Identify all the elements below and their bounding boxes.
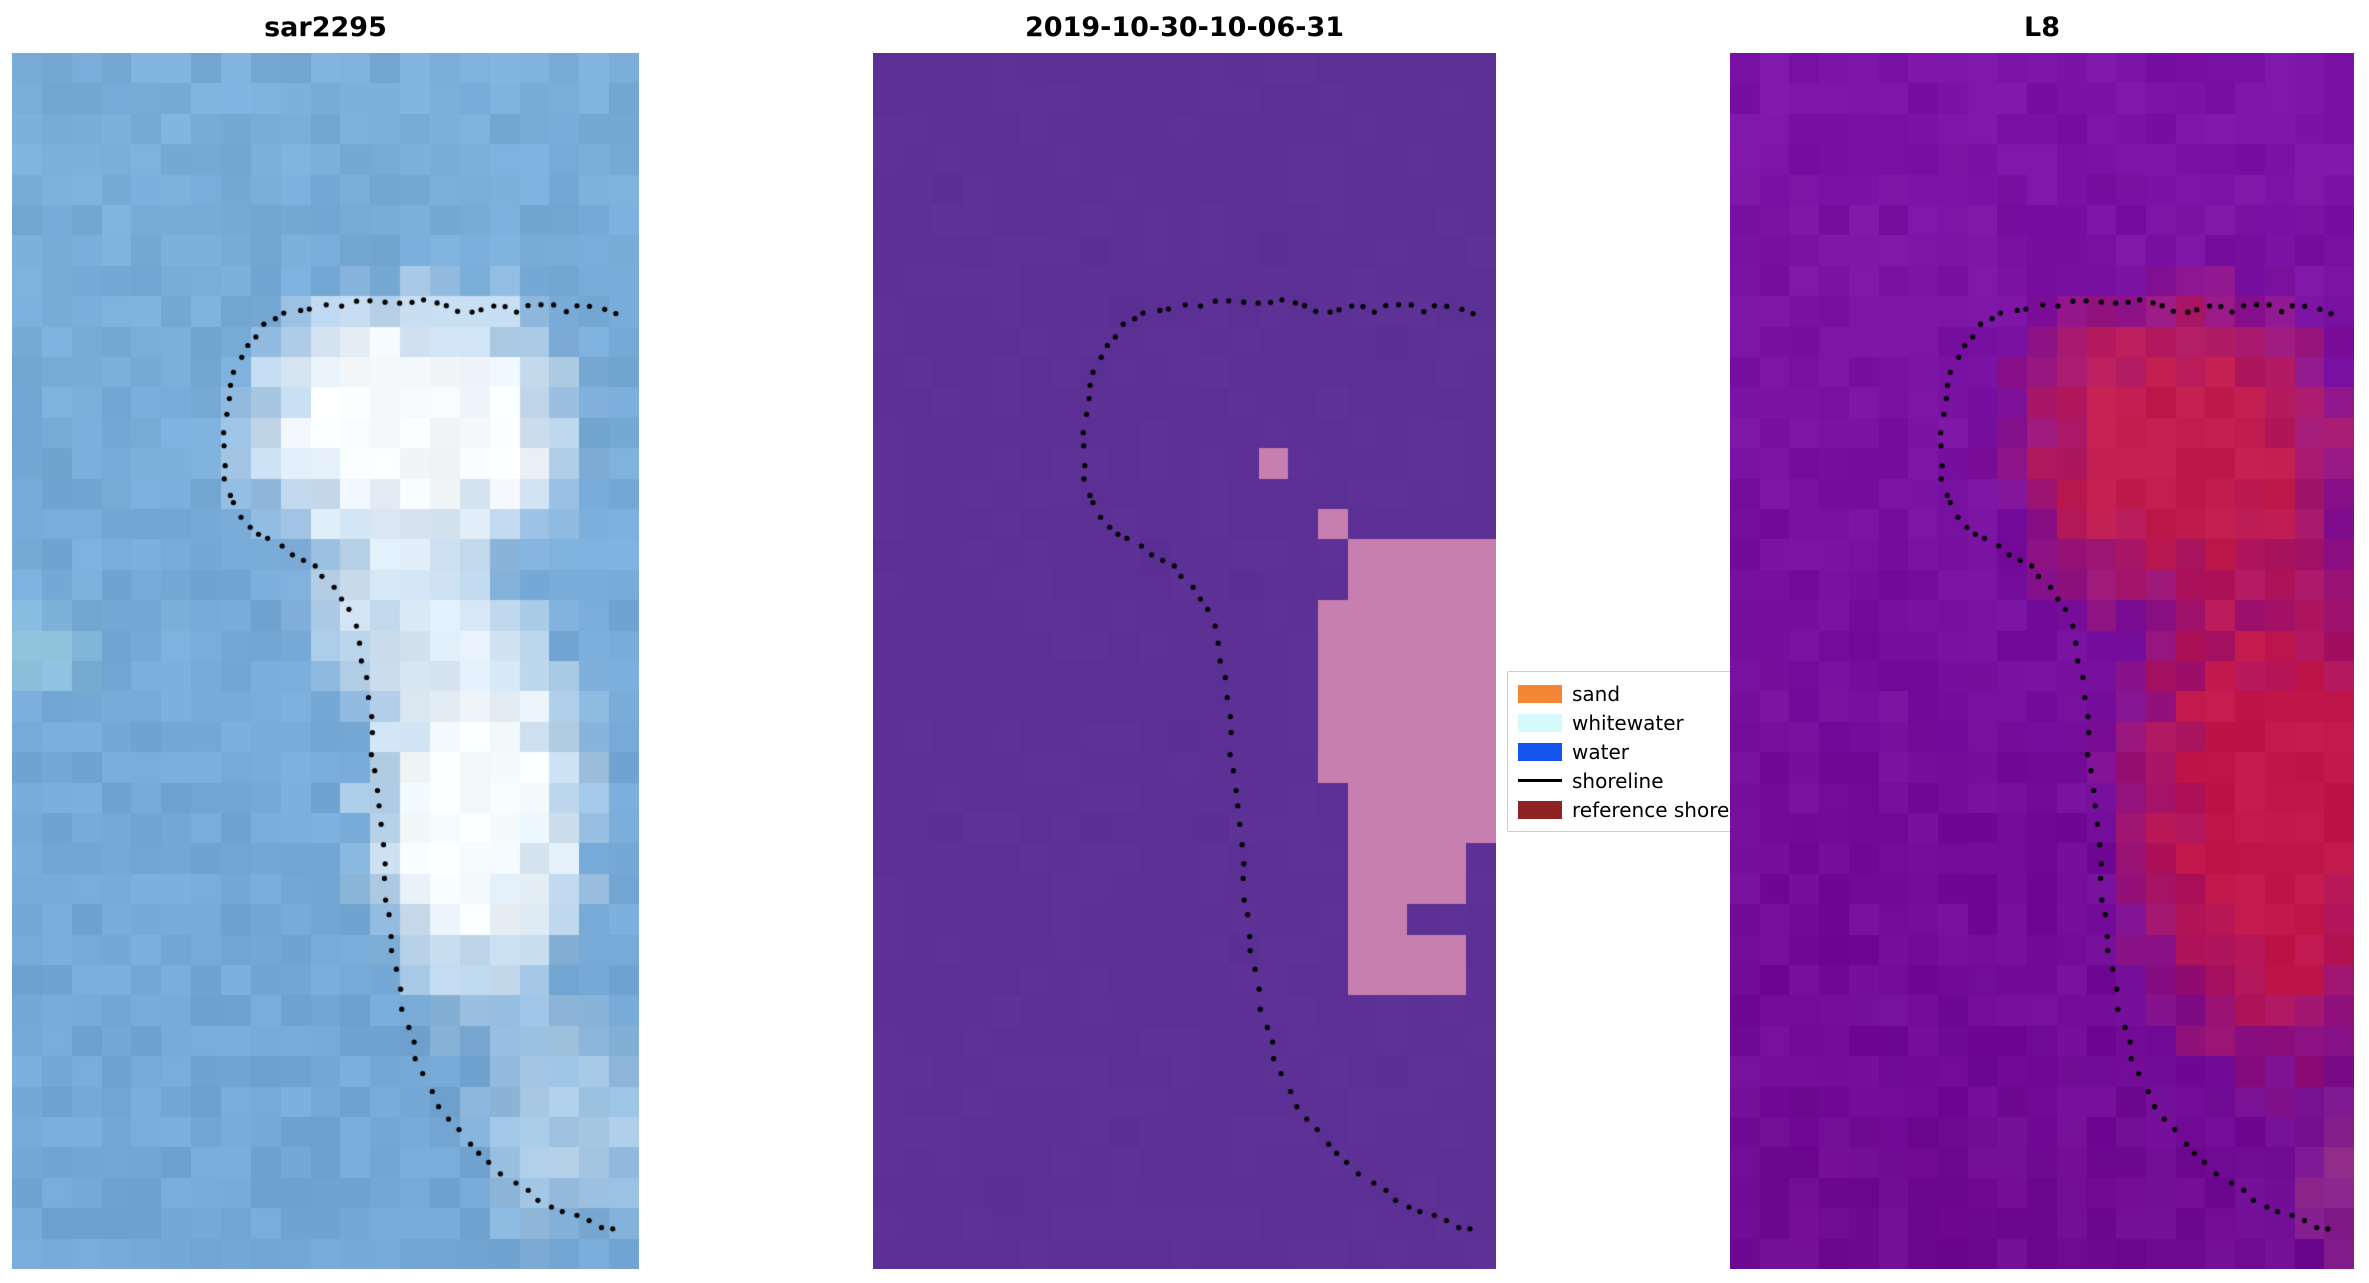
- legend-label-water: water: [1572, 739, 1629, 764]
- legend-label-sand: sand: [1572, 681, 1621, 706]
- sar2295-image-panel: [12, 53, 639, 1269]
- legend-item-reference-shoreline: reference shoreline: [1518, 795, 1765, 824]
- legend-label-whitewater: whitewater: [1572, 710, 1684, 735]
- panel-title-date: 2019-10-30-10-06-31: [1024, 12, 1345, 43]
- legend-item-whitewater: whitewater: [1518, 708, 1765, 737]
- panel-title-l8: L8: [2024, 12, 2060, 43]
- whitewater-swatch-icon: [1518, 713, 1562, 732]
- legend-item-water: water: [1518, 737, 1765, 766]
- legend-item-shoreline: shoreline: [1518, 766, 1765, 795]
- water-swatch-icon: [1518, 742, 1562, 761]
- sand-swatch-icon: [1518, 684, 1562, 703]
- panel-title-sar2295: sar2295: [264, 12, 387, 43]
- shoreline-line-icon: [1518, 779, 1562, 782]
- reference-shoreline-swatch-icon: [1518, 800, 1562, 819]
- l8-image-panel: [1730, 53, 2354, 1269]
- legend-item-sand: sand: [1518, 679, 1765, 708]
- legend-label-shoreline: shoreline: [1572, 768, 1664, 793]
- classification-image-panel: [873, 53, 1496, 1269]
